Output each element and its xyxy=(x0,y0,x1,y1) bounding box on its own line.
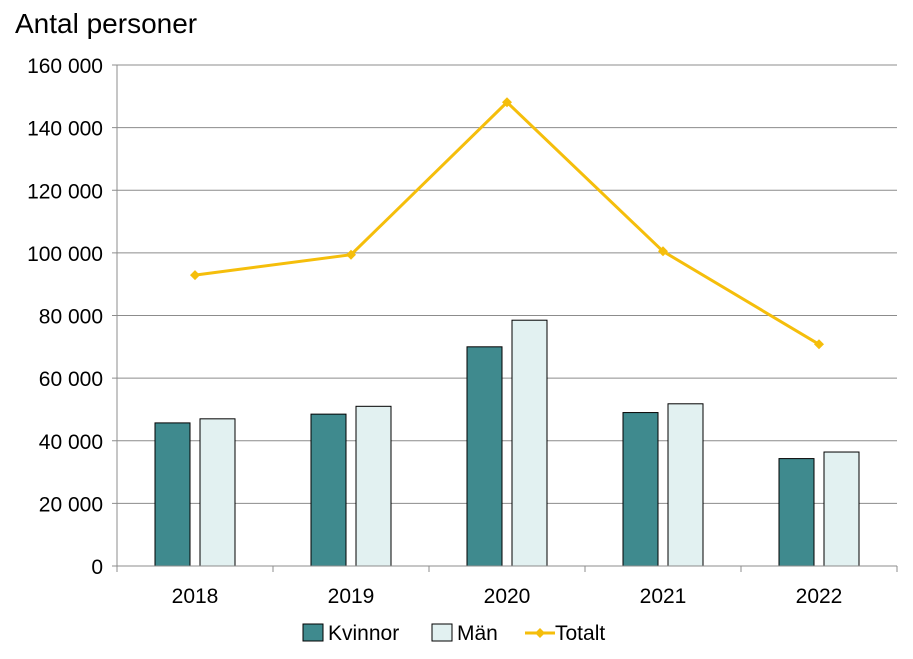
bar-kvinnor-2019 xyxy=(310,413,347,567)
y-tick-label: 60 000 xyxy=(39,368,103,391)
bar-m-n-2021 xyxy=(667,403,704,567)
point-totalt-2019 xyxy=(346,249,356,260)
bars xyxy=(154,319,860,567)
y-axis-title: Antal personer xyxy=(15,8,198,39)
axes xyxy=(116,65,897,567)
legend-label-kvinnor: Kvinnor xyxy=(328,622,399,645)
bar-m-n-2018 xyxy=(199,418,236,567)
bar-kvinnor-2021 xyxy=(622,412,659,567)
x-tick-label: 2020 xyxy=(484,585,531,608)
y-tick-label: 160 000 xyxy=(27,55,103,78)
y-tick-label: 80 000 xyxy=(39,306,103,329)
y-tick-label: 140 000 xyxy=(27,118,103,141)
bar-kvinnor-2020 xyxy=(466,346,503,567)
y-tick-label: 0 xyxy=(91,556,103,579)
bar-kvinnor-2022 xyxy=(778,458,815,567)
bar-m-n-2020 xyxy=(511,319,548,567)
legend-label-män: Män xyxy=(457,622,498,645)
point-totalt-2018 xyxy=(190,270,200,281)
legend: Kvinnor Män Totalt xyxy=(302,622,605,645)
x-tick-label: 2022 xyxy=(796,585,843,608)
y-axis-ticks: 0 20 000 40 000 60 000 80 000 100 000 120 000 1… xyxy=(27,55,117,579)
y-tick-label: 20 000 xyxy=(39,493,103,516)
point-totalt-2020 xyxy=(502,97,512,108)
bar-m-n-2019 xyxy=(355,405,392,567)
x-tick-label: 2018 xyxy=(172,585,219,608)
legend-marker-totalt xyxy=(535,628,545,638)
y-tick-label: 100 000 xyxy=(27,243,103,266)
legend-swatch-män xyxy=(431,623,453,642)
total-line xyxy=(190,97,824,350)
legend-swatch-kvinnor xyxy=(302,623,324,642)
x-tick-label: 2021 xyxy=(640,585,687,608)
line-totalt xyxy=(194,100,820,346)
point-totalt-2021 xyxy=(658,246,668,257)
point-totalt-2022 xyxy=(814,339,824,350)
y-tick-label: 120 000 xyxy=(27,180,103,203)
y-tick-label: 40 000 xyxy=(39,431,103,454)
x-axis-ticks: 2018 2019 2020 2021 2022 xyxy=(116,566,898,608)
gridlines xyxy=(117,64,897,504)
legend-label-totalt: Totalt xyxy=(555,622,605,645)
bar-kvinnor-2018 xyxy=(154,422,191,567)
bar-m-n-2022 xyxy=(823,451,860,567)
x-tick-label: 2019 xyxy=(328,585,375,608)
